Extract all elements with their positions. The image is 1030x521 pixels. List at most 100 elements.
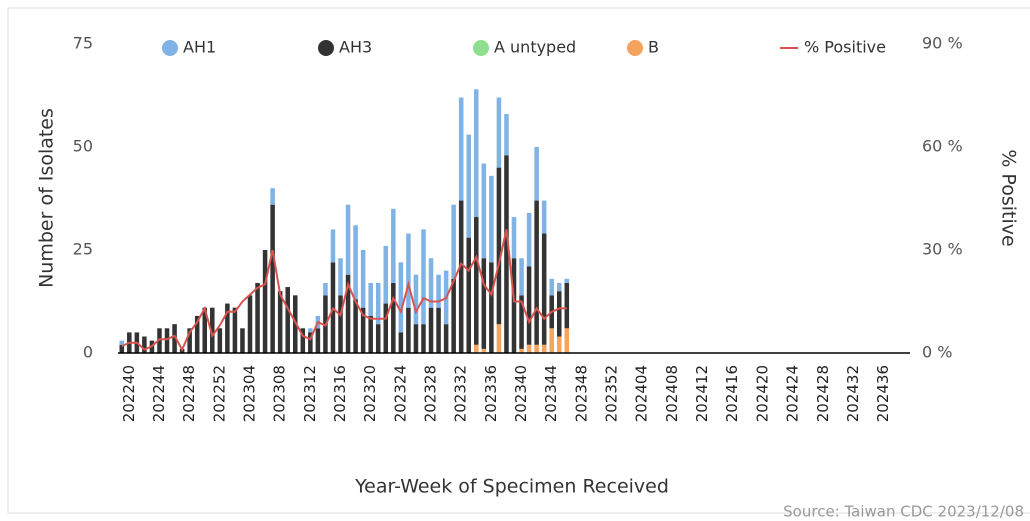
bar-segment: [511, 258, 517, 353]
bar-segment: [217, 328, 223, 353]
bar-segment: [232, 307, 238, 353]
y2-axis-title: % Positive: [998, 149, 1020, 246]
x-tick-label: 202240: [120, 365, 138, 422]
x-tick-label: 202436: [874, 365, 892, 422]
bar-segment: [421, 324, 426, 353]
bar-segment: [368, 282, 373, 316]
bar-segment: [526, 212, 532, 267]
legend-label: AH1: [183, 38, 216, 57]
bar-segment: [338, 258, 343, 296]
x-tick-label: 202344: [542, 365, 560, 422]
bar-segment: [428, 307, 434, 353]
y2-tick-label: 90 %: [922, 34, 963, 53]
bar-segment: [262, 250, 268, 353]
bar-segment: [406, 307, 411, 353]
bar-segment: [406, 233, 411, 308]
bar-segment: [436, 307, 441, 353]
bar-segment: [564, 278, 570, 283]
bar-segment: [474, 217, 479, 345]
bar-segment: [194, 315, 200, 353]
bar-segment: [451, 278, 456, 353]
bar-segment: [421, 229, 426, 325]
legend-marker: [162, 40, 178, 56]
bar-segment: [466, 237, 472, 353]
bar-segment: [564, 328, 570, 353]
x-axis-title: Year-Week of Specimen Received: [354, 476, 669, 498]
bar-segment: [360, 307, 366, 353]
bar-segment: [466, 134, 472, 238]
y-tick-label: 25: [73, 240, 93, 259]
bar-segment: [383, 303, 389, 353]
y-tick-label: 75: [73, 34, 93, 53]
bar-segment: [481, 258, 487, 349]
x-tick-label: 202308: [271, 365, 289, 422]
x-tick-label: 202412: [693, 365, 711, 422]
bar-segment: [504, 114, 509, 156]
legend-label: AH3: [339, 38, 372, 57]
bar-segment: [549, 278, 554, 296]
bar-segment: [292, 295, 298, 353]
legend-marker: [318, 40, 334, 56]
x-tick-label: 202352: [603, 365, 621, 422]
x-tick-label: 202428: [814, 365, 832, 422]
bar-segment: [556, 336, 562, 353]
bar-segment: [564, 282, 570, 329]
x-tick-label: 202404: [633, 365, 651, 422]
legend-marker: [473, 40, 489, 56]
legend-label: A untyped: [494, 38, 576, 57]
bar-segment: [383, 245, 389, 304]
bar-segment: [549, 328, 554, 353]
bar-segment: [436, 274, 441, 308]
x-tick-label: 202408: [663, 365, 681, 422]
bar-segment: [556, 291, 562, 337]
bar-segment: [489, 262, 494, 353]
y2-tick-label: 0 %: [922, 343, 952, 362]
bar-segment: [308, 328, 313, 333]
bar-segment: [496, 97, 502, 168]
x-tick-label: 202328: [422, 365, 440, 422]
bar-segment: [277, 291, 283, 353]
bar-segment: [119, 344, 125, 353]
bar-segment: [315, 328, 321, 353]
x-tick-label: 202320: [361, 365, 379, 422]
bar-segment: [375, 282, 381, 325]
legend-label: B: [648, 38, 659, 57]
bar-segment: [255, 282, 260, 353]
x-tick-label: 202248: [180, 365, 198, 422]
legend-marker: [627, 40, 643, 56]
y-tick-label: 50: [73, 137, 93, 156]
bar-segment: [541, 344, 547, 353]
bar-segment: [187, 328, 192, 353]
bar-segment: [474, 89, 479, 218]
bar-segment: [330, 229, 336, 263]
bar-segment: [368, 315, 373, 353]
bar-segment: [164, 328, 170, 353]
bar-segment: [428, 258, 434, 308]
bar-segment: [496, 324, 502, 353]
bar-segment: [504, 155, 509, 353]
bar-segment: [360, 250, 366, 308]
bar-segment: [247, 295, 253, 353]
frame: [7, 7, 1030, 514]
bar-segment: [210, 307, 215, 353]
bar-segment: [391, 208, 396, 283]
y2-tick-label: 30 %: [922, 240, 963, 259]
source: Source: Taiwan CDC 2023/12/08: [783, 503, 1024, 521]
bar-segment: [270, 188, 275, 205]
bar-segment: [458, 97, 464, 201]
x-tick-label: 202424: [784, 365, 802, 422]
bar-segment: [534, 344, 539, 353]
bar-segment: [353, 299, 358, 353]
bar-segment: [541, 233, 547, 345]
bar-segment: [413, 324, 419, 353]
x-tick-label: 202420: [753, 365, 771, 422]
bar-segment: [119, 340, 125, 345]
bar-segment: [240, 328, 245, 353]
x-tick-label: 202340: [512, 365, 530, 422]
x-tick-label: 202312: [301, 365, 319, 422]
bar-segment: [398, 332, 404, 353]
bar-segment: [511, 217, 517, 259]
x-tick-label: 202304: [241, 365, 259, 422]
y-axis-title: Number of Isolates: [36, 108, 58, 288]
